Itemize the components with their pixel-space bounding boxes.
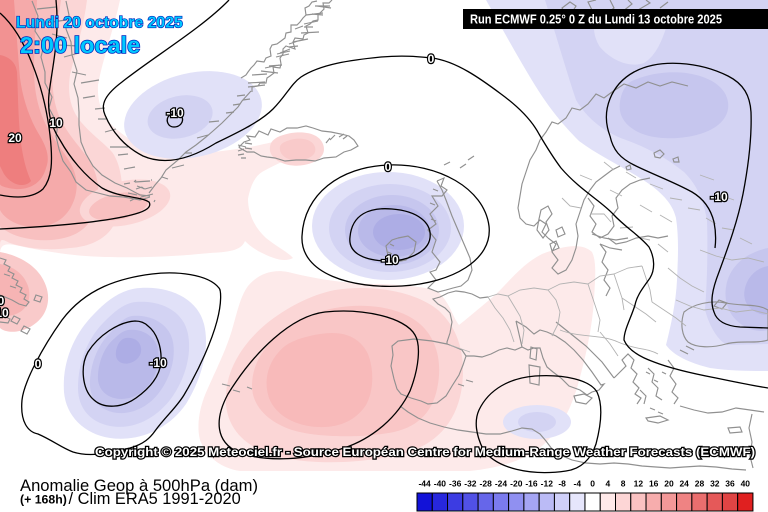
svg-text:(+ 168h): (+ 168h): [20, 493, 67, 507]
svg-text:0: 0: [428, 52, 435, 66]
svg-text:-10: -10: [166, 106, 184, 120]
svg-text:36: 36: [725, 479, 735, 489]
svg-text:-36: -36: [449, 479, 462, 489]
svg-text:0: 0: [590, 479, 595, 489]
svg-text:-10: -10: [149, 356, 167, 370]
svg-text:8: 8: [621, 479, 626, 489]
svg-text:32: 32: [710, 479, 720, 489]
svg-text:-4: -4: [574, 479, 582, 489]
svg-text:Lundi 20 octobre 2025: Lundi 20 octobre 2025: [16, 15, 183, 32]
svg-text:Anomalie Geop à 500hPa (dam): Anomalie Geop à 500hPa (dam): [20, 476, 258, 495]
svg-text:20: 20: [664, 479, 674, 489]
svg-text:12: 12: [634, 479, 644, 489]
svg-text:16: 16: [649, 479, 659, 489]
svg-text:2:00 locale: 2:00 locale: [20, 32, 140, 58]
svg-text:-12: -12: [541, 479, 554, 489]
svg-text:0: 0: [35, 357, 42, 371]
svg-text:Run ECMWF 0.25° 0 Z du Lundi 1: Run ECMWF 0.25° 0 Z du Lundi 13 octobre …: [470, 12, 722, 27]
svg-text:10: 10: [49, 116, 63, 130]
svg-text:40: 40: [741, 479, 751, 489]
svg-text:-32: -32: [464, 479, 477, 489]
svg-text:-24: -24: [495, 479, 508, 489]
svg-text:28: 28: [695, 479, 705, 489]
svg-text:-16: -16: [525, 479, 538, 489]
svg-text:24: 24: [679, 479, 689, 489]
svg-text:0: 0: [0, 294, 5, 308]
svg-text:-10: -10: [710, 190, 728, 204]
svg-text:-8: -8: [558, 479, 566, 489]
svg-text:0: 0: [385, 160, 392, 174]
svg-text:/ Clim ERA5 1991-2020: / Clim ERA5 1991-2020: [69, 490, 241, 508]
svg-text:-44: -44: [418, 479, 431, 489]
svg-text:4: 4: [606, 479, 611, 489]
svg-text:20: 20: [8, 131, 22, 145]
svg-text:-10: -10: [381, 253, 399, 267]
svg-text:-20: -20: [510, 479, 523, 489]
svg-text:Copyright © 2025 Meteociel.fr: Copyright © 2025 Meteociel.fr - Source E…: [95, 445, 755, 459]
svg-text:-28: -28: [480, 479, 493, 489]
svg-text:-40: -40: [434, 479, 447, 489]
svg-text:10: 10: [0, 306, 9, 320]
